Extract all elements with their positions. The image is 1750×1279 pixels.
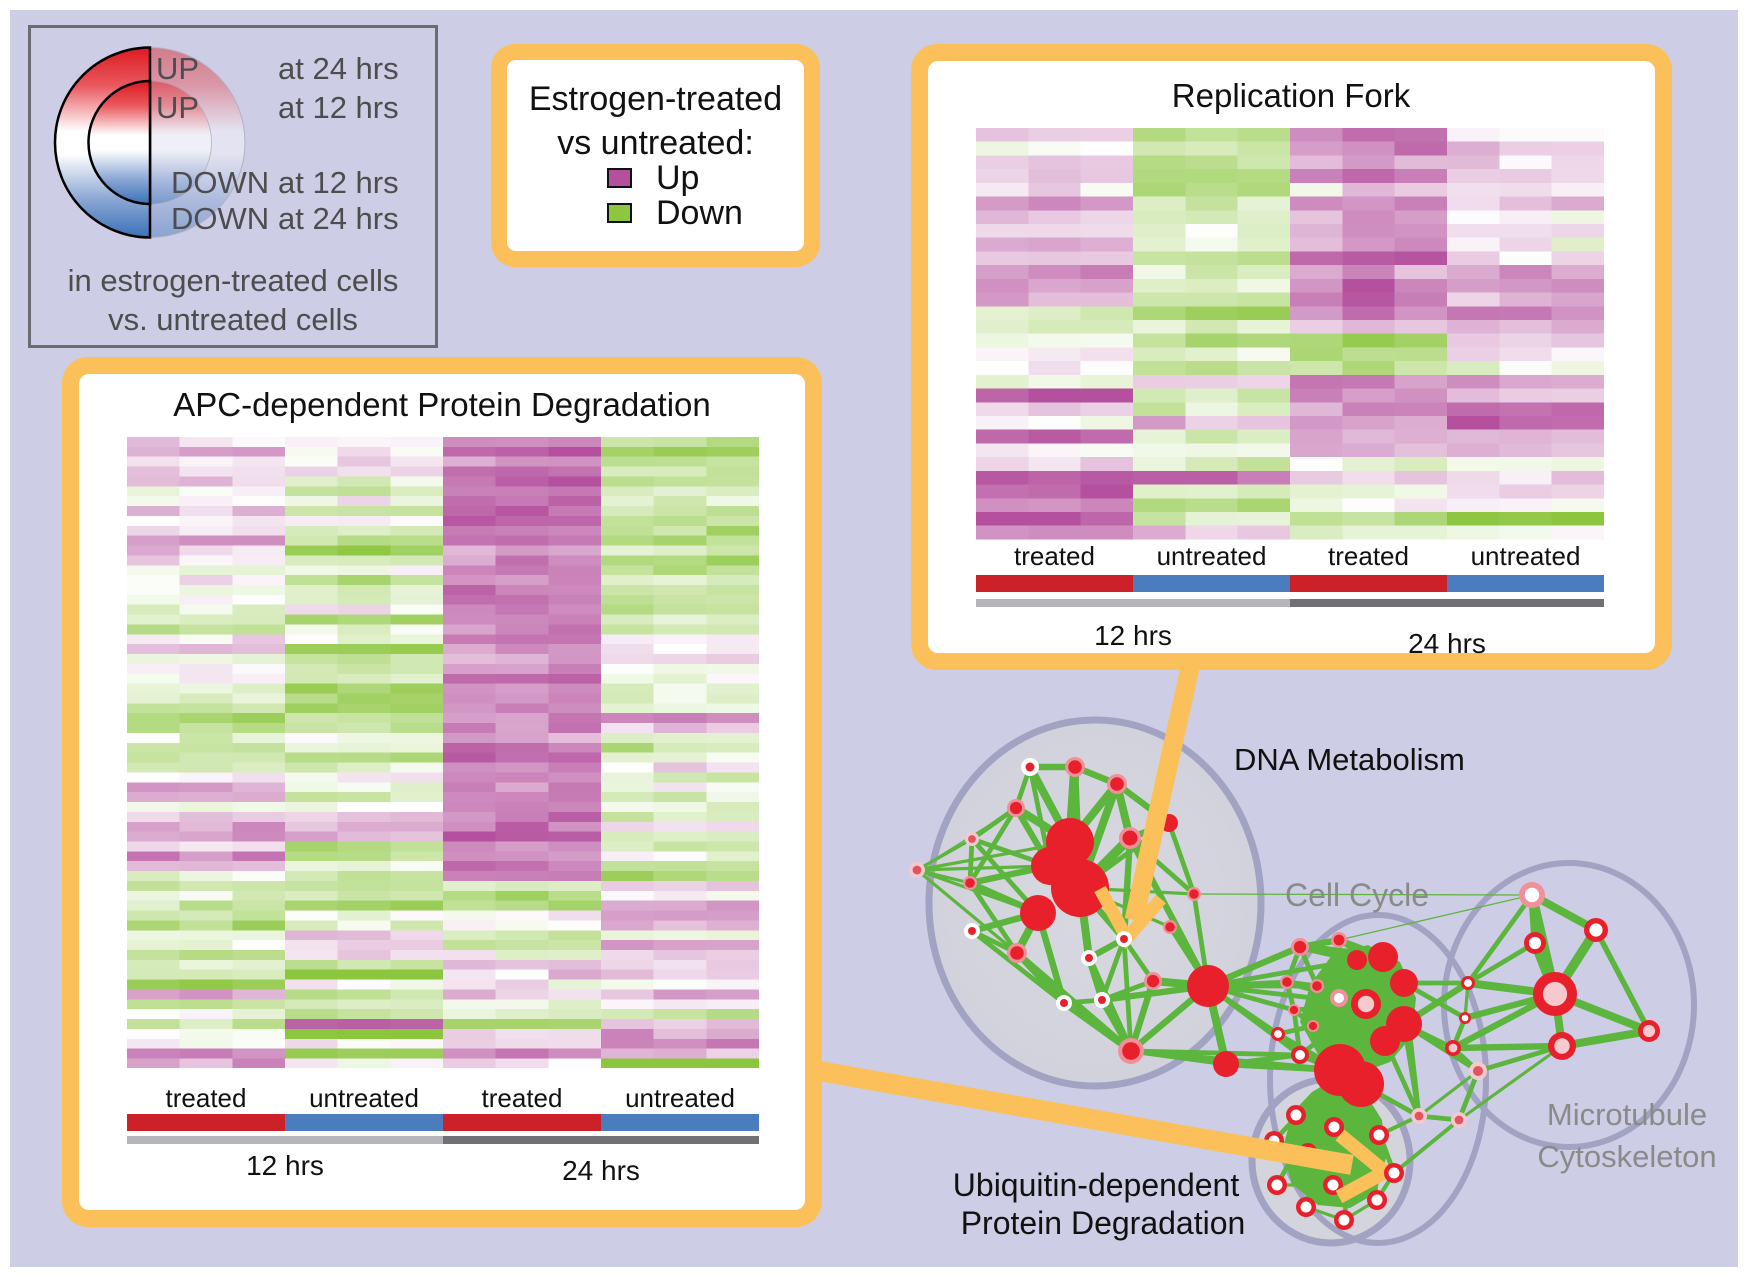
svg-text:DNA Metabolism: DNA Metabolism — [1234, 742, 1465, 777]
svg-text:Protein Degradation: Protein Degradation — [961, 1205, 1246, 1241]
svg-text:Cell Cycle: Cell Cycle — [1285, 877, 1429, 913]
svg-text:Microtubule: Microtubule — [1547, 1097, 1707, 1132]
svg-text:Cytoskeleton: Cytoskeleton — [1537, 1139, 1716, 1174]
svg-text:Ubiquitin-dependent: Ubiquitin-dependent — [953, 1167, 1240, 1203]
